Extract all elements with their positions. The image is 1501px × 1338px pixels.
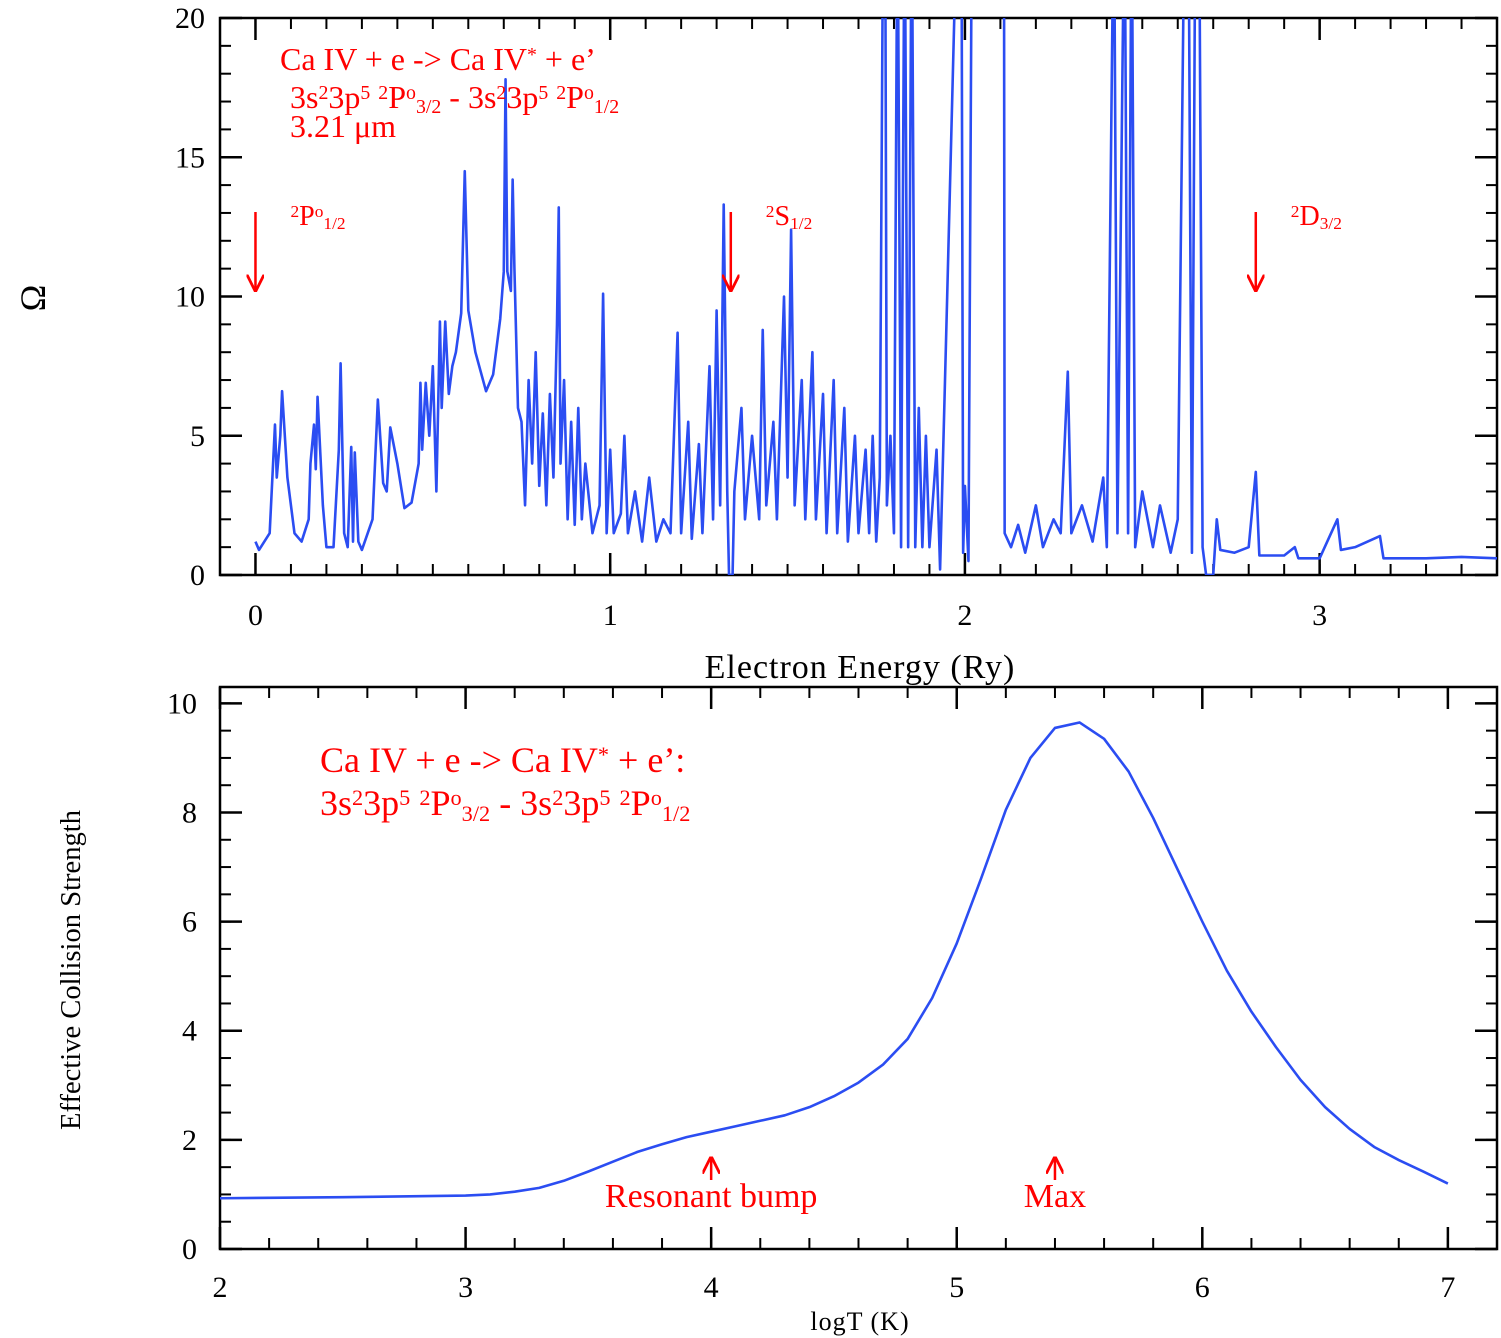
y-tick-label: 5 [190, 420, 205, 453]
marker-label: Resonant bump [605, 1178, 817, 1215]
text-segment: 2 [1291, 202, 1300, 221]
y-tick-label: 8 [182, 796, 197, 829]
text-segment: 1/2 [594, 96, 619, 118]
text-segment: 3.21 μm [290, 108, 396, 144]
annotation: 3s23p5 2Po3/2 - 3s23p5 2Po1/2 [320, 783, 690, 826]
text-segment: Resonant bump [605, 1178, 817, 1215]
y-tick-label: 10 [175, 281, 205, 314]
annotation: Ca IV + e -> Ca IV* + e’ [280, 41, 596, 77]
text-segment: 2 [378, 82, 388, 104]
text-segment: 5 [399, 785, 410, 810]
text-segment: * [527, 44, 537, 66]
marker-label: 2Po1/2 [290, 201, 345, 233]
text-segment: P [631, 783, 651, 823]
text-segment: 5 [360, 82, 370, 104]
text-segment: + e’ [537, 41, 596, 77]
x-tick-label: 0 [248, 599, 263, 632]
x-tick-label: 4 [704, 1271, 719, 1304]
x-tick-label: 3 [1312, 599, 1327, 632]
text-segment: 3/2 [462, 801, 491, 826]
y-tick-label: 10 [167, 687, 197, 720]
text-segment: 3s [290, 79, 318, 115]
annotation: 3.21 μm [290, 108, 396, 144]
y-tick-label: 0 [182, 1233, 197, 1266]
text-segment: - 3s [490, 783, 552, 823]
text-segment [548, 79, 556, 115]
text-segment: 5 [538, 82, 548, 104]
text-segment: 3s [320, 783, 352, 823]
text-segment: 2 [352, 785, 363, 810]
text-segment: P [566, 79, 584, 115]
text-segment: Ca IV + e -> Ca IV [320, 740, 598, 780]
text-segment: Ca IV + e -> Ca IV [280, 41, 527, 77]
text-segment: D [1299, 201, 1319, 232]
y-axis-label: Effective Collision Strength [56, 810, 87, 1130]
text-segment: Max [1024, 1178, 1086, 1215]
text-segment: 3p [363, 783, 399, 823]
x-tick-label: 1 [603, 599, 618, 632]
data-line [220, 721, 1449, 1200]
text-segment: 2 [766, 202, 775, 221]
annotation: 3s23p5 2Po3/2 - 3s23p5 2Po1/2 [290, 79, 619, 118]
y-tick-label: 0 [190, 559, 205, 592]
text-segment: 2 [290, 202, 299, 221]
text-segment: + e’: [609, 740, 685, 780]
text-segment: 3p [563, 783, 599, 823]
marker-label: 2S1/2 [766, 201, 812, 233]
text-segment: S [774, 201, 790, 232]
text-segment: P [388, 79, 406, 115]
data-line [254, 18, 1497, 575]
text-segment [611, 783, 620, 823]
text-segment: o [451, 785, 462, 810]
text-segment: 2 [318, 82, 328, 104]
y-tick-label: 6 [182, 906, 197, 939]
text-segment: P [430, 783, 450, 823]
text-segment: - 3s [441, 79, 496, 115]
text-segment: 3p [506, 79, 538, 115]
x-tick-label: 6 [1195, 1271, 1210, 1304]
text-segment: 2 [419, 785, 430, 810]
y-tick-label: 4 [182, 1015, 197, 1048]
y-axis-label: Ω [13, 285, 53, 312]
text-segment: 3/2 [1320, 214, 1342, 233]
text-segment: o [406, 82, 416, 104]
text-segment: 3p [328, 79, 360, 115]
text-segment: 1/2 [662, 801, 691, 826]
text-segment: 2 [620, 785, 631, 810]
x-axis-label: Electron Energy (Ry) [705, 649, 1016, 686]
text-segment: P [299, 201, 315, 232]
y-tick-label: 15 [175, 141, 205, 174]
text-segment: 5 [599, 785, 610, 810]
x-tick-label: 5 [949, 1271, 964, 1304]
text-segment: o [651, 785, 662, 810]
text-segment: o [315, 202, 324, 221]
y-tick-label: 2 [182, 1124, 197, 1157]
text-segment: 1/2 [790, 214, 812, 233]
text-segment: o [584, 82, 594, 104]
text-segment: 2 [556, 82, 566, 104]
x-tick-label: 7 [1440, 1271, 1455, 1304]
x-axis-label: logT (K) [810, 1307, 909, 1336]
x-tick-label: 2 [213, 1271, 228, 1304]
y-tick-label: 20 [175, 2, 205, 35]
marker-label: 2D3/2 [1291, 201, 1342, 233]
text-segment: * [598, 742, 609, 767]
x-tick-label: 2 [957, 599, 972, 632]
annotation: Ca IV + e -> Ca IV* + e’: [320, 740, 685, 780]
x-tick-label: 3 [458, 1271, 473, 1304]
text-segment: 1/2 [323, 214, 345, 233]
text-segment [410, 783, 419, 823]
marker-label: Max [1024, 1178, 1086, 1215]
text-segment: 2 [552, 785, 563, 810]
text-segment: 2 [496, 82, 506, 104]
text-segment: 3/2 [416, 96, 441, 118]
